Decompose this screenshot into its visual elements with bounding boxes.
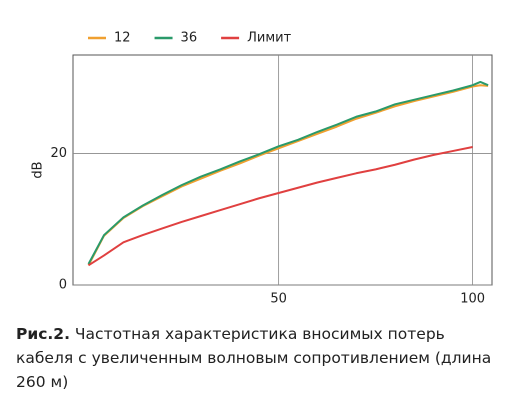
caption: Рис.2. Частотная характеристика вносимых… [16,322,496,394]
caption-label: Рис.2. [16,325,70,343]
y-tick-label: 0 [59,278,67,293]
chart: dB 0 20 50 100 12 36 Лимит [31,31,493,307]
legend-label: 36 [181,31,198,46]
caption-text: Частотная характеристика вносимых потерь… [16,325,492,391]
plot-frame [72,54,493,286]
x-tick-label: 50 [270,292,287,307]
y-axis-label: dB [31,161,46,178]
series-line [87,146,473,267]
legend-label: 12 [114,31,131,46]
x-tick-label: 100 [460,292,485,307]
y-tick-label: 20 [50,146,67,161]
legend-label: Лимит [247,31,291,46]
series-line [87,84,489,266]
series-line [87,80,489,265]
